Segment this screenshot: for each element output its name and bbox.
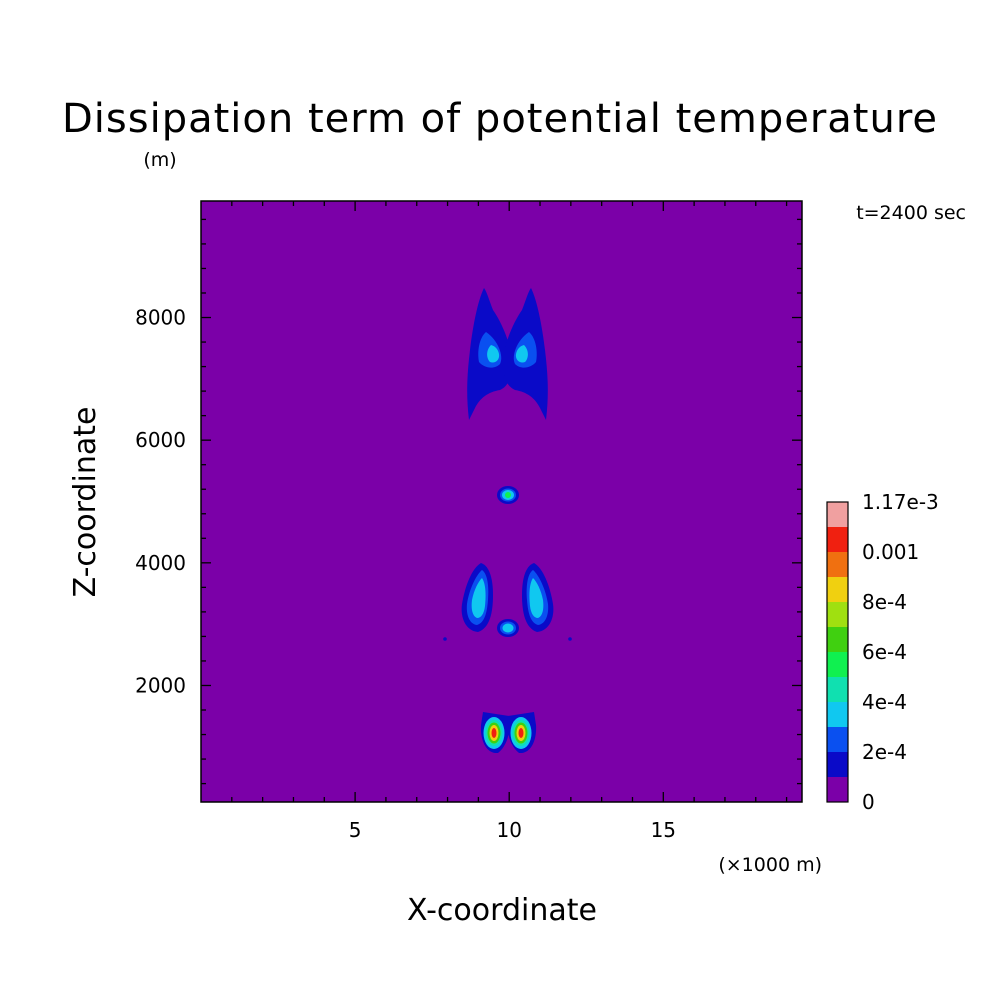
x-unit-label: (×1000 m) <box>718 854 822 876</box>
bottom-left-core <box>480 712 510 754</box>
colorbar-swatch <box>827 777 848 802</box>
plot-frame <box>200 200 803 803</box>
upper-left-plume <box>467 288 512 420</box>
colorbar-frame <box>826 501 849 803</box>
axis-tick-labels: 5 10 15 2000 4000 6000 8000 <box>135 306 676 842</box>
upper-right-plume <box>503 288 548 420</box>
colorbar-swatch <box>827 552 848 577</box>
y-axis-title: Z-coordinate <box>68 407 103 598</box>
colorbar-label: 6e-4 <box>862 640 907 664</box>
y-tick-label: 2000 <box>135 673 186 697</box>
axis-ticks <box>201 201 802 802</box>
lower-left-plume <box>461 563 493 632</box>
colorbar-swatch <box>827 677 848 702</box>
lower-right-plume <box>522 563 554 632</box>
time-label: t=2400 sec <box>856 202 966 224</box>
colorbar-label: 1.17e-3 <box>862 490 939 514</box>
small-dot-right <box>568 637 572 641</box>
x-tick-label: 5 <box>349 818 362 842</box>
colorbar-swatch <box>827 577 848 602</box>
y-tick-label: 6000 <box>135 428 186 452</box>
bottom-right-core <box>507 712 537 754</box>
colorbar: 0 2e-4 4e-4 6e-4 8e-4 0.001 1.17e-3 <box>826 490 939 814</box>
y-tick-label: 8000 <box>135 306 186 330</box>
colorbar-label: 2e-4 <box>862 740 907 764</box>
x-axis-title: X-coordinate <box>407 893 597 928</box>
colorbar-label: 4e-4 <box>862 690 907 714</box>
colorbar-swatch <box>827 502 848 527</box>
colorbar-swatch <box>827 752 848 777</box>
small-dot-left <box>443 637 447 641</box>
colorbar-swatch <box>827 527 848 552</box>
x-tick-label: 15 <box>651 818 676 842</box>
colorbar-label: 0 <box>862 790 875 814</box>
colorbar-swatch <box>827 652 848 677</box>
chart-title: Dissipation term of potential temperatur… <box>62 96 938 142</box>
colorbar-swatch <box>827 627 848 652</box>
y-unit-label: (m) <box>143 149 176 171</box>
lower-center-spot <box>497 619 519 637</box>
colorbar-swatch <box>827 602 848 627</box>
mid-center-spot <box>497 486 519 504</box>
contour-field <box>443 288 572 754</box>
colorbar-swatch <box>827 727 848 752</box>
colorbar-label: 8e-4 <box>862 590 907 614</box>
colorbar-swatch <box>827 702 848 727</box>
y-tick-label: 4000 <box>135 551 186 575</box>
colorbar-label: 0.001 <box>862 540 919 564</box>
x-tick-label: 10 <box>496 818 521 842</box>
